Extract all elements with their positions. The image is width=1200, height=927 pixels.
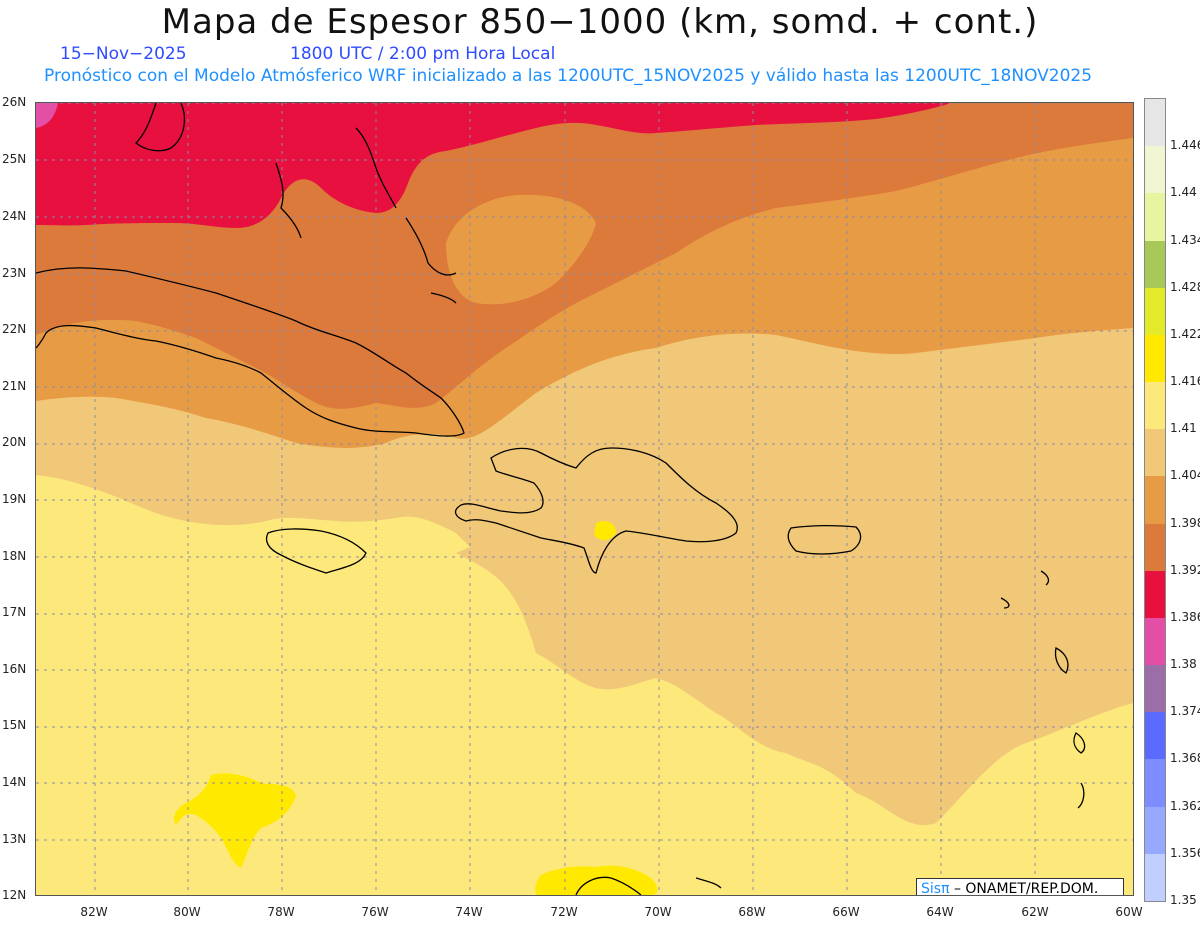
forecast-date: 15−Nov−2025 bbox=[60, 44, 187, 64]
contour-patch-1416-c bbox=[594, 521, 616, 541]
lon-label-64w: 64W bbox=[926, 905, 954, 919]
lat-label-25n: 25N bbox=[2, 152, 27, 166]
lat-label-22n: 22N bbox=[2, 322, 27, 336]
legend-label: 1.362 bbox=[1170, 798, 1200, 813]
coastline-aruba-curacao bbox=[695, 877, 722, 889]
legend-label: 1.404 bbox=[1170, 468, 1200, 483]
forecast-description: Pronóstico con el Modelo Atmósferico WRF… bbox=[44, 66, 1093, 86]
legend-colorbar bbox=[1144, 98, 1166, 902]
legend-swatch bbox=[1145, 193, 1165, 241]
forecast-time: 1800 UTC / 2:00 pm Hora Local bbox=[290, 44, 556, 64]
coastline-puerto-rico bbox=[787, 524, 862, 555]
legend-swatch bbox=[1145, 476, 1165, 524]
legend-label: 1.434 bbox=[1170, 232, 1200, 247]
coastline-bahamas-c bbox=[405, 217, 457, 276]
legend-label: 1.386 bbox=[1170, 609, 1200, 624]
legend-swatch bbox=[1145, 806, 1165, 854]
legend-swatch bbox=[1145, 146, 1165, 194]
legend-swatch bbox=[1145, 523, 1165, 571]
lon-label-62w: 62W bbox=[1021, 905, 1049, 919]
legend-label: 1.428 bbox=[1170, 279, 1200, 294]
lat-label-19n: 19N bbox=[2, 492, 27, 506]
lon-label-68w: 68W bbox=[738, 905, 766, 919]
legend-label: 1.41 bbox=[1170, 421, 1197, 436]
coastline-jamaica bbox=[265, 528, 367, 574]
legend-label: 1.368 bbox=[1170, 751, 1200, 766]
coastline-lesser-antilles-b bbox=[1000, 597, 1010, 609]
legend-swatch bbox=[1145, 382, 1165, 430]
legend-swatch bbox=[1145, 759, 1165, 807]
lon-label-76w: 76W bbox=[361, 905, 389, 919]
coastline-south-america bbox=[575, 876, 642, 895]
coastline-florida bbox=[135, 103, 186, 152]
contour-patch-1398-north bbox=[446, 194, 596, 305]
lon-label-66w: 66W bbox=[832, 905, 860, 919]
legend-swatch bbox=[1145, 334, 1165, 383]
contour-band-1386 bbox=[36, 103, 951, 228]
grid-lines bbox=[36, 103, 1133, 895]
coastline-bahamas-b bbox=[355, 127, 397, 209]
contour-patch-1416-b bbox=[535, 865, 658, 895]
legend-label: 1.356 bbox=[1170, 845, 1200, 860]
legend-swatch bbox=[1145, 570, 1165, 618]
legend-label: 1.38 bbox=[1170, 657, 1197, 672]
legend-swatch bbox=[1145, 853, 1165, 901]
legend-label: 1.392 bbox=[1170, 562, 1200, 577]
legend-label: 1.416 bbox=[1170, 374, 1200, 389]
contour-patch-1416-a bbox=[174, 773, 296, 868]
lat-label-21n: 21N bbox=[2, 379, 27, 393]
legend-swatch bbox=[1145, 99, 1165, 147]
lat-label-26n: 26N bbox=[2, 95, 27, 109]
map-title: Mapa de Espesor 850−1000 (km, somd. + co… bbox=[161, 2, 1039, 42]
legend-label: 1.35 bbox=[1170, 893, 1197, 907]
coastlines bbox=[36, 103, 1086, 895]
lon-label-82w: 82W bbox=[80, 905, 108, 919]
logo-sispi: Sisπ bbox=[921, 881, 950, 896]
lon-label-80w: 80W bbox=[173, 905, 201, 919]
lat-label-14n: 14N bbox=[2, 775, 27, 789]
contour-patch-1404-east bbox=[456, 491, 1133, 826]
legend-swatch bbox=[1145, 617, 1165, 666]
coastline-lesser-antilles-d bbox=[1073, 732, 1086, 754]
coastline-hispaniola bbox=[454, 447, 738, 574]
logo-org: – ONAMET/REP.DOM. bbox=[949, 881, 1099, 896]
lon-label-60w: 60W bbox=[1115, 905, 1143, 919]
coastline-lesser-antilles-e bbox=[1077, 782, 1085, 809]
legend-label: 1.374 bbox=[1170, 704, 1200, 719]
legend-swatch bbox=[1145, 665, 1165, 713]
lat-label-23n: 23N bbox=[2, 266, 27, 280]
legend-label: 1.446 bbox=[1170, 138, 1200, 153]
lat-label-12n: 12N bbox=[2, 888, 27, 902]
legend-swatch bbox=[1145, 240, 1165, 288]
contour-band-1380 bbox=[36, 103, 58, 128]
lat-label-20n: 20N bbox=[2, 435, 27, 449]
coastline-lesser-antilles-a bbox=[1040, 570, 1050, 586]
legend-swatch bbox=[1145, 429, 1165, 477]
thickness-map bbox=[36, 103, 1133, 895]
coastline-bahamas-a bbox=[275, 162, 302, 239]
lat-label-18n: 18N bbox=[2, 549, 27, 563]
map-area: Sisπ – ONAMET/REP.DOM. bbox=[35, 102, 1134, 896]
coastline-cuba bbox=[36, 267, 465, 437]
legend-swatch bbox=[1145, 712, 1165, 760]
lat-label-17n: 17N bbox=[2, 605, 27, 619]
coastline-lesser-antilles-c bbox=[1054, 647, 1069, 674]
logo-box: Sisπ – ONAMET/REP.DOM. bbox=[916, 878, 1124, 896]
lat-label-24n: 24N bbox=[2, 209, 27, 223]
legend-label: 1.398 bbox=[1170, 515, 1200, 530]
lat-label-16n: 16N bbox=[2, 662, 27, 676]
lat-label-15n: 15N bbox=[2, 718, 27, 732]
legend-label: 1.44 bbox=[1170, 185, 1197, 200]
lon-label-78w: 78W bbox=[267, 905, 295, 919]
lat-label-13n: 13N bbox=[2, 832, 27, 846]
lon-label-72w: 72W bbox=[550, 905, 578, 919]
legend-swatch bbox=[1145, 287, 1165, 335]
lon-label-70w: 70W bbox=[644, 905, 672, 919]
legend-label: 1.422 bbox=[1170, 326, 1200, 341]
lon-label-74w: 74W bbox=[455, 905, 483, 919]
coastline-bahamas-d bbox=[430, 292, 457, 304]
